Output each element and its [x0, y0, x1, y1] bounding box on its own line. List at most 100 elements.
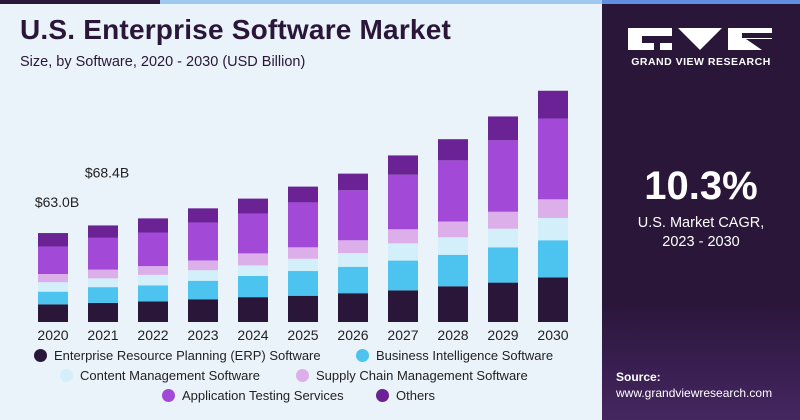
cagr-label-line1: U.S. Market CAGR,	[637, 215, 765, 231]
x-tick-label-2029: 2029	[487, 327, 518, 343]
bar-segment-2022-1	[138, 285, 168, 302]
x-tick-label-2024: 2024	[237, 327, 268, 343]
source-background	[602, 300, 800, 420]
bar-segment-2028-1	[438, 254, 468, 287]
bar-segment-2030-0	[538, 277, 568, 322]
legend-item-ats: Application Testing Services	[162, 388, 344, 403]
bar-segment-2022-3	[138, 266, 168, 275]
bar-segment-2023-0	[188, 299, 218, 322]
bar-segment-2025-3	[288, 247, 318, 259]
bar-segment-2024-2	[238, 265, 268, 276]
bar-segment-2026-4	[338, 190, 368, 241]
bar-segment-2028-2	[438, 237, 468, 255]
bar-segment-2025-1	[288, 271, 318, 296]
legend-swatch-others	[376, 389, 389, 402]
bar-segment-2020-1	[38, 291, 68, 305]
bar-segment-2027-1	[388, 260, 418, 291]
legend-item-scm: Supply Chain Management Software	[296, 368, 528, 383]
chart-subtitle: Size, by Software, 2020 - 2030 (USD Bill…	[20, 54, 306, 70]
bar-segment-2027-2	[388, 243, 418, 261]
bar-segment-2025-2	[288, 258, 318, 272]
bar-segment-2020-3	[38, 274, 68, 283]
bar-segment-2026-3	[338, 240, 368, 254]
bar-segment-2028-0	[438, 286, 468, 322]
bar-segment-2027-3	[388, 229, 418, 244]
source-url: www.grandviewresearch.com	[616, 386, 773, 400]
legend-item-erp: Enterprise Resource Planning (ERP) Softw…	[34, 348, 321, 363]
bar-segment-2021-4	[88, 237, 118, 270]
bar-segment-2024-0	[238, 297, 268, 322]
bar-segment-2026-0	[338, 293, 368, 322]
bar-segment-2030-1	[538, 240, 568, 278]
legend-label-others: Others	[396, 388, 436, 403]
bar-segment-2021-5	[88, 225, 118, 238]
bar-segment-2027-5	[388, 155, 418, 175]
bar-segment-2030-3	[538, 199, 568, 218]
bar-segment-2023-4	[188, 222, 218, 261]
bar-segment-2024-5	[238, 198, 268, 214]
x-tick-label-2028: 2028	[437, 327, 468, 343]
bar-segment-2028-5	[438, 139, 468, 161]
bar-segment-2026-5	[338, 173, 368, 191]
bar-segment-2022-0	[138, 301, 168, 322]
bar-segment-2022-2	[138, 274, 168, 286]
cagr-value: 10.3%	[644, 164, 758, 208]
x-tick-label-2026: 2026	[337, 327, 368, 343]
legend-label-bi: Business Intelligence Software	[376, 348, 554, 363]
x-tick-label-2020: 2020	[37, 327, 68, 343]
data-label-2020: $63.0B	[35, 194, 79, 210]
legend-label-ats: Application Testing Services	[182, 388, 344, 403]
cagr-label-line2: 2023 - 2030	[662, 234, 740, 250]
bar-segment-2025-4	[288, 202, 318, 248]
bar-segment-2024-3	[238, 253, 268, 266]
stacked-bar-chart: 2020 2021 2022 2023 2024 2025 2026 2027 2028 2029…	[35, 90, 569, 343]
bar-segment-2029-1	[488, 247, 518, 283]
bar-segment-2028-3	[438, 221, 468, 238]
bar-segment-2030-2	[538, 217, 568, 241]
data-label-2021: $68.4B	[85, 164, 129, 180]
source-label: Source:	[616, 370, 661, 384]
x-tick-label-2027: 2027	[387, 327, 418, 343]
legend-label-erp: Enterprise Resource Planning (ERP) Softw…	[54, 348, 321, 363]
x-tick-label-2022: 2022	[137, 327, 168, 343]
bar-segment-2029-4	[488, 140, 518, 212]
bar-segment-2020-2	[38, 282, 68, 292]
legend-swatch-ats	[162, 389, 175, 402]
bar-segment-2021-1	[88, 287, 118, 303]
chart-panel: U.S. Enterprise Software Market Size, by…	[0, 0, 602, 420]
x-tick-label-2025: 2025	[287, 327, 318, 343]
bar-segment-2023-5	[188, 208, 218, 223]
legend-item-cms: Content Management Software	[60, 368, 260, 383]
bar-segment-2029-0	[488, 282, 518, 322]
legend-item-others: Others	[376, 388, 435, 403]
bar-segment-2023-3	[188, 260, 218, 271]
legend-swatch-cms	[60, 369, 73, 382]
bar-segment-2030-4	[538, 118, 568, 200]
bar-segment-2024-4	[238, 213, 268, 254]
stats-panel-accent	[602, 0, 800, 4]
grand-view-research-logo	[628, 28, 772, 50]
bar-segment-2023-2	[188, 270, 218, 281]
x-tick-label-2021: 2021	[87, 327, 118, 343]
top-accent-stripe	[0, 0, 160, 4]
bar-segment-2020-4	[38, 246, 68, 274]
legend-swatch-scm	[296, 369, 309, 382]
bar-segment-2021-3	[88, 269, 118, 279]
bar-segment-2025-0	[288, 295, 318, 322]
bar-segment-2027-4	[388, 174, 418, 230]
x-tick-label-2023: 2023	[187, 327, 218, 343]
legend-label-cms: Content Management Software	[80, 368, 260, 383]
bar-segment-2020-0	[38, 304, 68, 322]
bar-segment-2027-0	[388, 290, 418, 322]
x-tick-label-2030: 2030	[537, 327, 568, 343]
bar-segment-2026-1	[338, 266, 368, 294]
chart-title: U.S. Enterprise Software Market	[20, 14, 451, 45]
brand-name: GRAND VIEW RESEARCH	[631, 56, 771, 68]
bar-segment-2029-2	[488, 228, 518, 248]
bar-segment-2026-2	[338, 253, 368, 267]
top-accent-stripe-light	[160, 0, 602, 4]
cagr-label: U.S. Market CAGR, 2023 - 2030	[602, 214, 800, 252]
bar-segment-2030-5	[538, 90, 568, 119]
bar-segment-2020-5	[38, 233, 68, 247]
